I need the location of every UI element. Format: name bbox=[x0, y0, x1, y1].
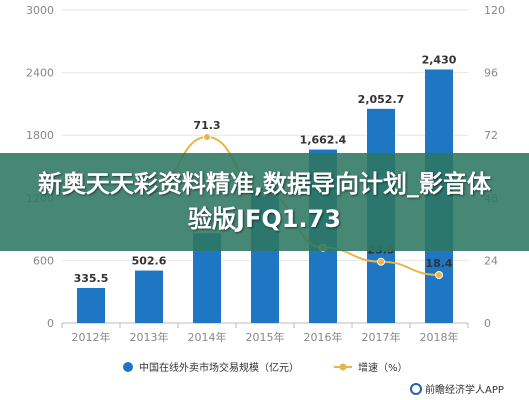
growth-point bbox=[203, 133, 211, 142]
legend: 中国在线外卖市场交易规模（亿元） 增速（%） bbox=[123, 361, 408, 374]
bar-value-label: 2,430 bbox=[422, 53, 457, 66]
bar-value-label: 1,662.4 bbox=[300, 134, 347, 147]
legend-line-marker bbox=[339, 363, 347, 371]
growth-value-label: 18.4 bbox=[425, 257, 452, 270]
growth-point bbox=[377, 257, 385, 266]
overlay-banner: 新奥天天彩资料精准,数据导向计划_影音体验版JFQ1.73 bbox=[0, 153, 529, 251]
source-label: 前瞻经济学人APP bbox=[425, 383, 504, 396]
source-note: 前瞻经济学人APP bbox=[410, 383, 504, 396]
bar-value-label: 502.6 bbox=[132, 255, 167, 268]
x-tick-label: 2015年 bbox=[246, 330, 285, 344]
bar bbox=[135, 270, 163, 323]
y-right-tick-label: 0 bbox=[484, 317, 491, 330]
legend-line-label: 增速（%） bbox=[358, 361, 408, 374]
y-right-tick-label: 96 bbox=[484, 67, 498, 80]
growth-value-label: 71.3 bbox=[193, 119, 220, 132]
growth-point bbox=[435, 271, 443, 280]
source-logo-icon bbox=[410, 383, 422, 395]
x-tick-label: 2014年 bbox=[188, 330, 227, 344]
y-left-tick-label: 0 bbox=[47, 317, 54, 330]
x-tick-label: 2013年 bbox=[130, 330, 169, 344]
legend-bar-label: 中国在线外卖市场交易规模（亿元） bbox=[139, 361, 299, 374]
x-tick-label: 2012年 bbox=[72, 330, 111, 344]
legend-bar-swatch bbox=[123, 362, 133, 372]
overlay-title: 新奥天天彩资料精准,数据导向计划_影音体验版JFQ1.73 bbox=[37, 170, 492, 233]
y-left-tick-label: 2400 bbox=[26, 67, 54, 80]
bar-value-label: 2,052.7 bbox=[358, 93, 405, 106]
bar-value-label: 335.5 bbox=[74, 272, 109, 285]
y-right-tick-label: 72 bbox=[484, 129, 498, 142]
bar bbox=[77, 287, 105, 323]
y-left-tick-label: 3000 bbox=[26, 4, 54, 17]
y-left-tick-label: 1800 bbox=[26, 129, 54, 142]
y-left-tick-label: 600 bbox=[33, 254, 54, 267]
x-tick-label: 2016年 bbox=[304, 330, 343, 344]
y-right-tick-label: 24 bbox=[484, 254, 498, 267]
y-right-tick-label: 120 bbox=[484, 4, 505, 17]
x-tick-label: 2017年 bbox=[362, 330, 401, 344]
x-tick-label: 2018年 bbox=[420, 330, 459, 344]
